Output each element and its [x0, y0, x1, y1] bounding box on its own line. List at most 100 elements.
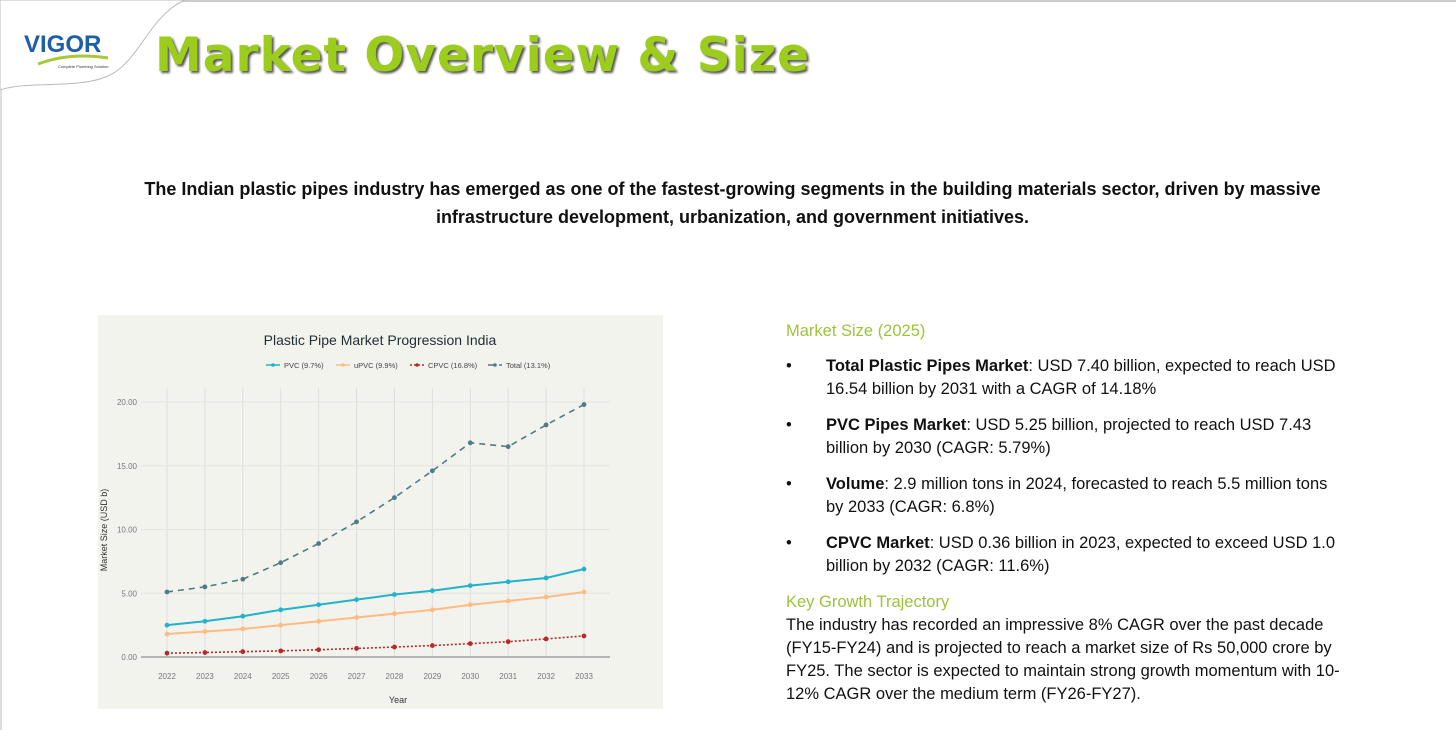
data-point — [429, 468, 435, 474]
data-point — [581, 566, 587, 572]
legend-marker — [271, 363, 275, 367]
data-point — [164, 589, 170, 595]
data-point — [240, 649, 246, 655]
data-point — [467, 602, 473, 608]
series-line — [166, 590, 585, 636]
data-point — [240, 613, 246, 619]
left-border — [0, 0, 2, 730]
data-point — [505, 639, 511, 645]
data-point — [505, 579, 511, 585]
data-point — [354, 597, 359, 603]
series-line — [166, 403, 585, 593]
data-point — [543, 575, 549, 581]
legend-marker — [341, 363, 345, 367]
line-chart: Plastic Pipe Market Progression India PVC… — [99, 332, 610, 705]
data-point — [202, 584, 208, 590]
data-point — [240, 626, 246, 632]
svg-text:Complete Plumbing Solution: Complete Plumbing Solution — [58, 64, 108, 69]
growth-text: The industry has recorded an impressive … — [786, 616, 1340, 703]
intro-text: The Indian plastic pipes industry has em… — [144, 179, 1321, 227]
y-tick-label: 5.00 — [121, 589, 137, 598]
y-tick-label: 20.00 — [117, 398, 138, 407]
legend-marker — [415, 363, 419, 367]
data-point — [505, 444, 511, 450]
data-point — [164, 650, 170, 656]
x-tick-label: 2023 — [196, 672, 214, 681]
bullet-text: : USD 0.36 billion in 2023, expected to … — [826, 534, 1336, 575]
data-point — [467, 440, 473, 446]
chart-title: Plastic Pipe Market Progression India — [264, 332, 497, 348]
data-point — [164, 631, 170, 637]
series-line — [166, 568, 585, 627]
data-point — [581, 402, 587, 407]
top-border — [0, 0, 1456, 2]
data-point — [392, 611, 397, 617]
data-point — [467, 583, 473, 588]
legend-marker — [493, 363, 497, 367]
data-point — [316, 647, 322, 653]
x-tick-label: 2028 — [386, 672, 404, 681]
y-tick-label: 0.00 — [121, 653, 137, 662]
data-point — [429, 607, 435, 613]
bullet-item: PVC Pipes Market: USD 5.25 billion, proj… — [786, 414, 1346, 460]
data-point — [429, 643, 435, 648]
bullet-label: CPVC Market — [826, 534, 930, 552]
data-point — [467, 641, 473, 647]
y-axis-label: Market Size (USD b) — [99, 489, 109, 572]
data-point — [316, 618, 322, 624]
bullet-text: : 2.9 million tons in 2024, forecasted t… — [826, 475, 1328, 516]
data-point — [202, 629, 208, 634]
legend-label: CPVC (16.8%) — [428, 361, 478, 370]
bullet-item: Total Plastic Pipes Market: USD 7.40 bil… — [786, 355, 1346, 401]
x-tick-label: 2031 — [499, 672, 517, 681]
data-point — [429, 588, 435, 594]
x-tick-label: 2024 — [234, 672, 252, 681]
data-point — [543, 636, 549, 642]
data-point — [240, 576, 246, 582]
data-point — [543, 594, 549, 600]
bullet-text: : USD 7.40 billion, expected to reach US… — [826, 357, 1336, 398]
x-axis-label: Year — [389, 695, 407, 705]
legend-label: PVC (9.7%) — [284, 361, 324, 370]
chart-panel: Plastic Pipe Market Progression India PVC… — [98, 315, 663, 709]
data-point — [202, 618, 208, 624]
bullet-label: Volume — [826, 475, 885, 493]
bullet-item: Volume: 2.9 million tons in 2024, foreca… — [786, 473, 1346, 519]
market-size-heading: Market Size (2025) — [786, 322, 926, 340]
svg-text:VIGOR: VIGOR — [24, 31, 101, 58]
x-tick-label: 2033 — [575, 672, 593, 681]
x-tick-label: 2032 — [537, 672, 555, 681]
data-point — [278, 622, 284, 628]
data-point — [581, 633, 587, 639]
x-tick-label: 2022 — [158, 672, 176, 681]
legend-label: Total (13.1%) — [506, 361, 551, 370]
data-point — [505, 598, 511, 604]
data-point — [392, 495, 397, 501]
data-point — [278, 560, 284, 566]
page-title: Market Overview & Size — [155, 28, 810, 83]
data-point — [354, 646, 359, 651]
data-point — [202, 650, 208, 655]
data-point — [354, 615, 359, 620]
bullet-item: CPVC Market: USD 0.36 billion in 2023, e… — [786, 532, 1346, 578]
y-tick-label: 15.00 — [117, 462, 138, 471]
bullet-label: PVC Pipes Market — [826, 416, 967, 434]
data-point — [278, 648, 284, 654]
data-point — [581, 589, 587, 595]
data-point — [543, 422, 549, 428]
x-tick-label: 2026 — [310, 672, 328, 681]
growth-heading: Key Growth Trajectory — [786, 593, 950, 611]
data-point — [278, 607, 284, 613]
series-line — [166, 635, 585, 654]
x-tick-label: 2029 — [423, 672, 441, 681]
data-point — [164, 622, 170, 628]
x-tick-label: 2025 — [272, 672, 290, 681]
data-point — [316, 541, 322, 546]
data-point — [354, 519, 359, 525]
data-point — [392, 592, 397, 597]
x-tick-label: 2030 — [461, 672, 479, 681]
data-point — [392, 644, 397, 650]
market-size-section: Market Size (2025) Total Plastic Pipes M… — [786, 320, 1346, 706]
data-point — [316, 602, 322, 608]
vigor-logo: VIGOR Complete Plumbing Solution — [0, 0, 186, 90]
